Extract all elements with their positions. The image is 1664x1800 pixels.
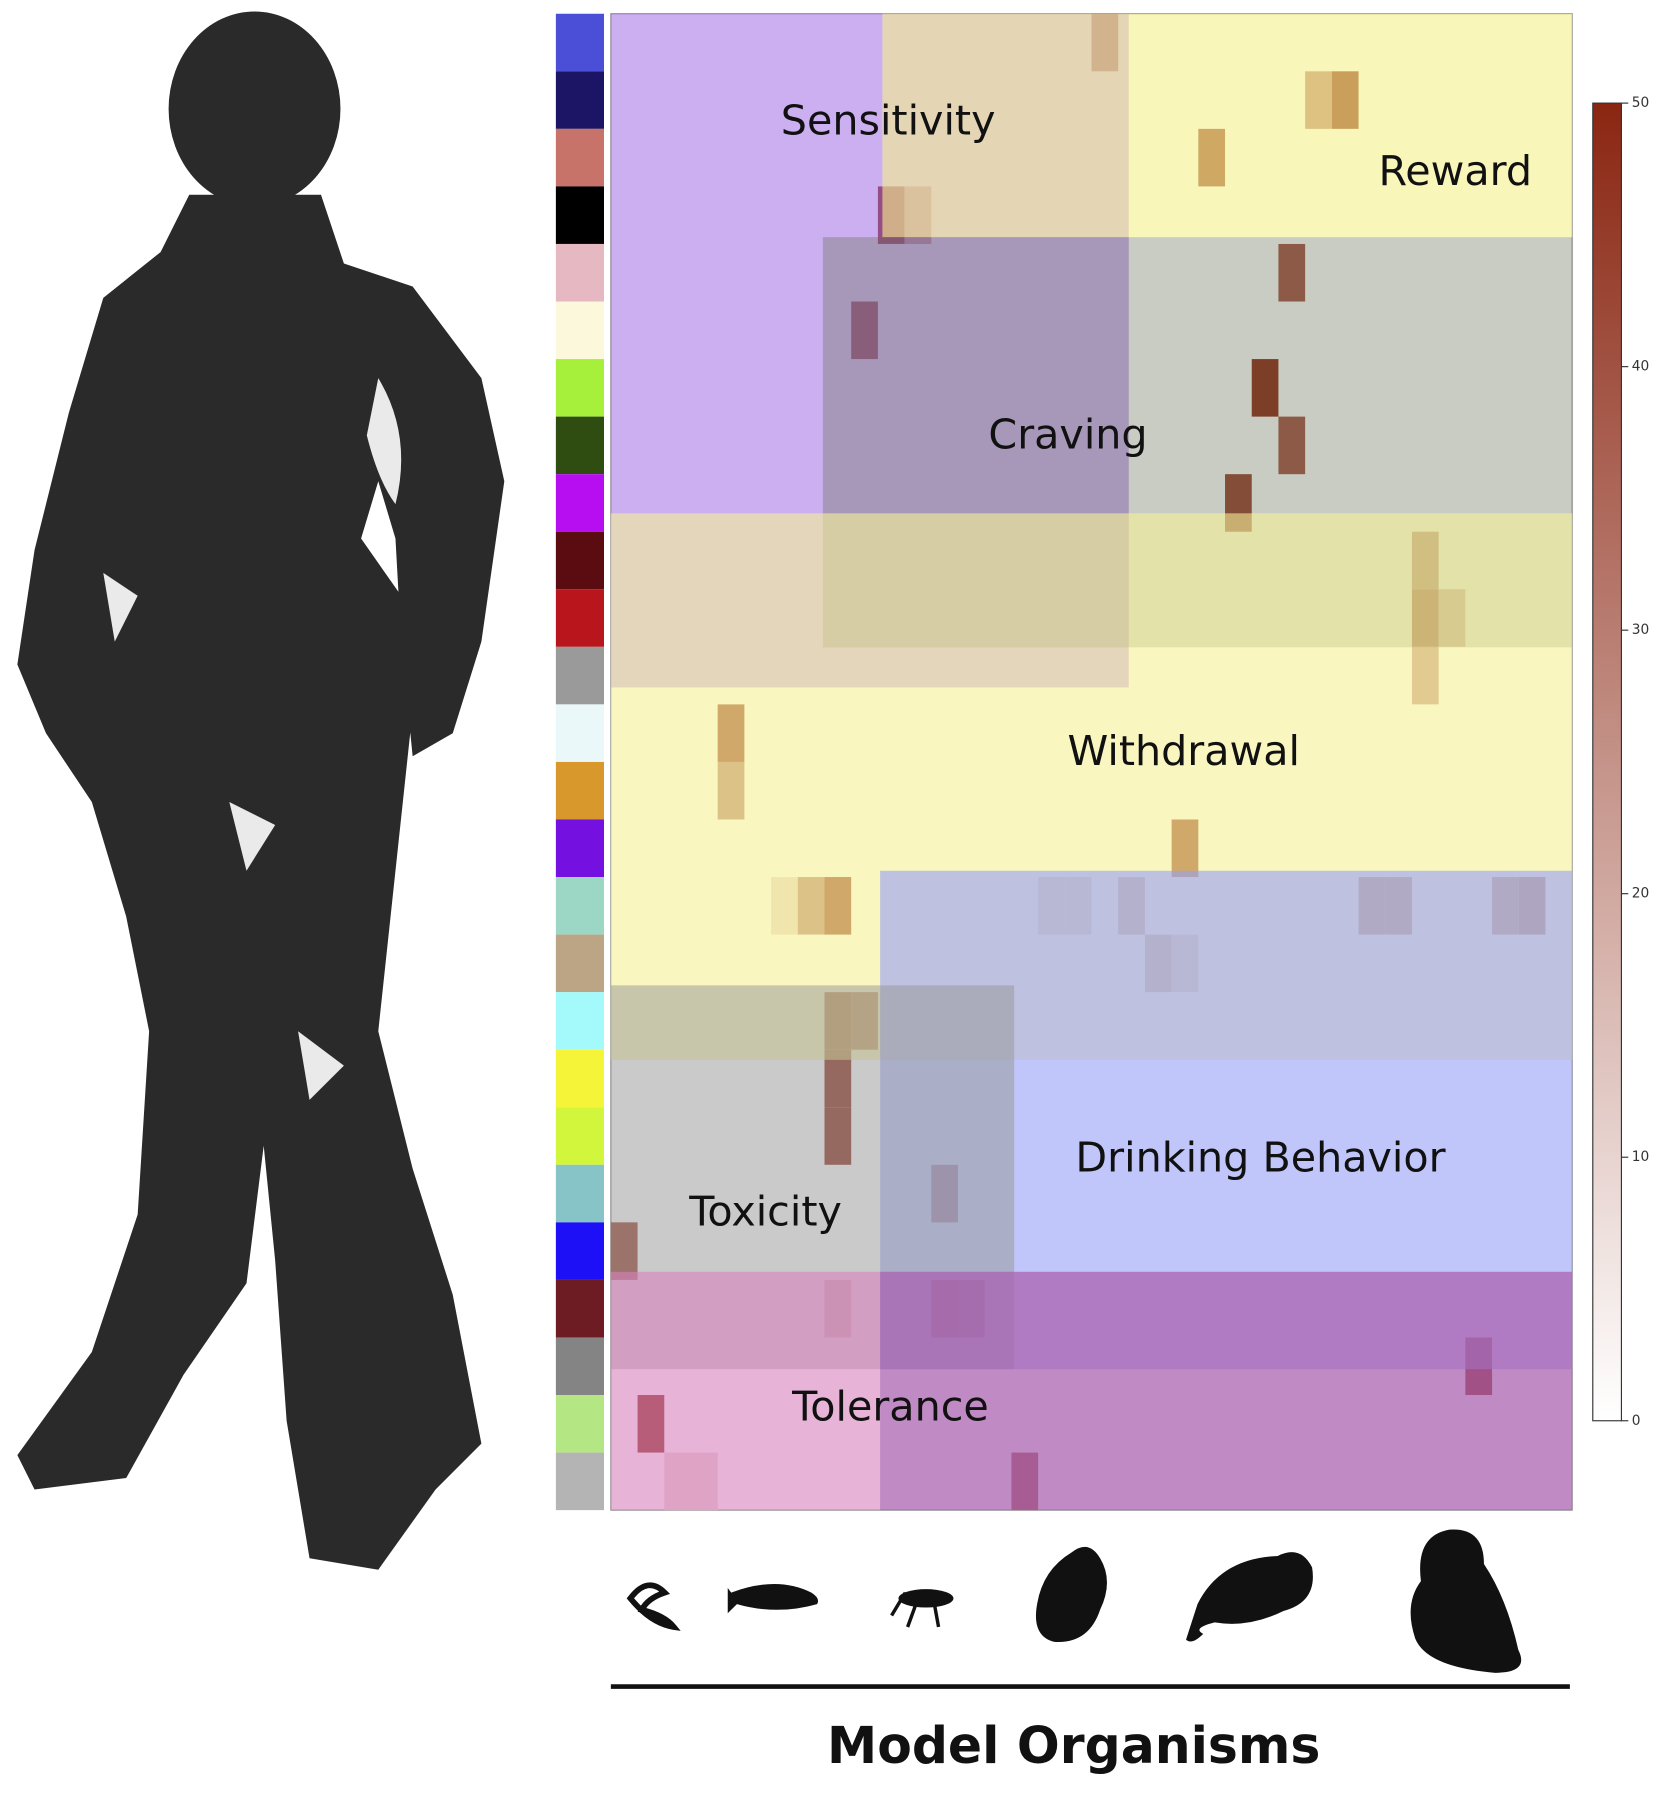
row-swatch (555, 186, 604, 244)
row-swatch (555, 646, 604, 705)
row-swatch (555, 1395, 604, 1453)
row-swatch (555, 761, 604, 820)
region-label: Withdrawal (1068, 727, 1300, 775)
heat-cell (1278, 243, 1306, 302)
row-swatch (555, 416, 604, 475)
row-swatch (555, 243, 604, 302)
colorbar-tick-label: 50 (1632, 95, 1649, 111)
colorbar-tick-label: 40 (1632, 359, 1649, 375)
row-swatch (555, 71, 604, 129)
row-swatch (555, 1222, 604, 1280)
row-swatch (555, 1164, 604, 1223)
region-label: Toxicity (688, 1188, 842, 1236)
row-swatch (555, 1107, 604, 1165)
region (610, 1271, 1573, 1511)
heat-cell (1278, 416, 1306, 475)
row-swatch (555, 934, 604, 993)
row-swatch (555, 13, 604, 72)
region-label: Craving (988, 411, 1147, 459)
row-swatch (555, 1337, 604, 1396)
row-swatch (555, 589, 604, 647)
row-swatch (555, 301, 604, 360)
silhouette-texture (103, 378, 402, 1100)
row-swatch (555, 704, 604, 762)
colorbar-tick-label: 20 (1632, 886, 1649, 902)
row-swatch (555, 1049, 604, 1108)
row-swatch (555, 1452, 604, 1511)
row-swatch (555, 819, 604, 878)
row-swatch (555, 359, 604, 417)
row-swatch (555, 992, 604, 1050)
row-swatch (555, 531, 604, 590)
tolerance-overlap (880, 1271, 1573, 1511)
human-silhouette (17, 11, 505, 1570)
colorbar (1592, 102, 1623, 1422)
colorbar-tick-label: 10 (1632, 1149, 1649, 1165)
row-swatch (555, 128, 604, 187)
region (882, 13, 1573, 238)
row-swatch (555, 1279, 604, 1338)
region-label: Reward (1379, 147, 1533, 195)
colorbar-tick-label: 30 (1632, 622, 1649, 638)
region-label: Sensitivity (781, 97, 996, 145)
heat-cell (1251, 359, 1279, 417)
colorbar-tick-label: 0 (1632, 1413, 1641, 1429)
organism-icons (626, 1529, 1522, 1673)
row-swatch (555, 877, 604, 935)
region-label: Drinking Behavior (1075, 1134, 1445, 1182)
region-label: Tolerance (791, 1382, 989, 1430)
x-axis-label: Model Organisms (827, 1716, 1320, 1775)
row-swatch (555, 474, 604, 532)
